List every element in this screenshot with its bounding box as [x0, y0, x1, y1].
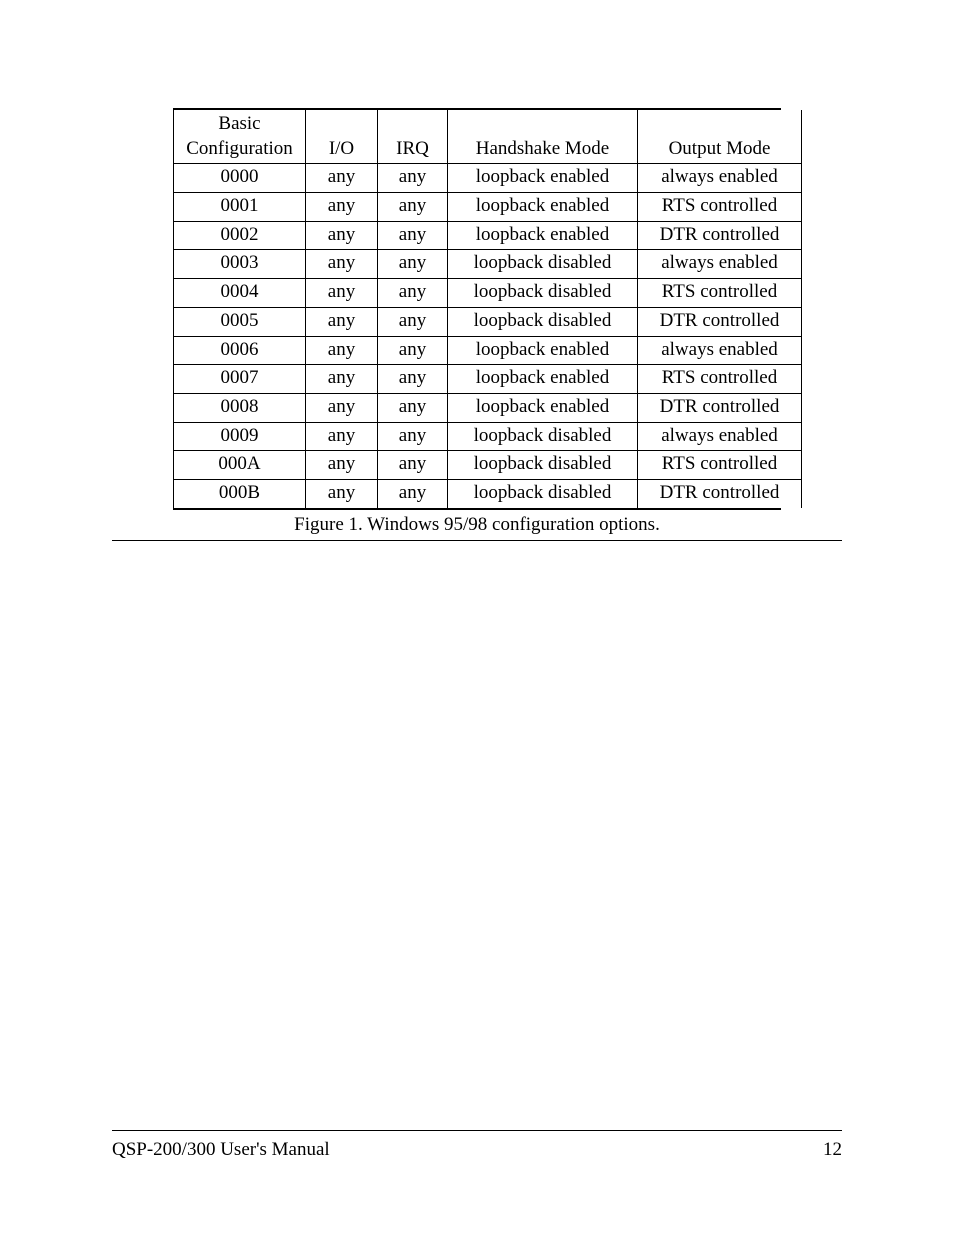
cell-basic-config: 000A — [174, 451, 306, 480]
table-header-row: Basic Configuration I/O IRQ Handshake Mo… — [174, 110, 802, 164]
cell-basic-config: 0007 — [174, 365, 306, 394]
cell-io: any — [306, 365, 378, 394]
page: Basic Configuration I/O IRQ Handshake Mo… — [0, 0, 954, 1235]
cell-irq: any — [378, 193, 448, 222]
cell-output: DTR controlled — [638, 479, 802, 507]
cell-handshake: loopback enabled — [448, 336, 638, 365]
cell-irq: any — [378, 479, 448, 507]
cell-output: always enabled — [638, 336, 802, 365]
cell-handshake: loopback disabled — [448, 451, 638, 480]
col-header-io: I/O — [306, 110, 378, 164]
cell-basic-config: 0005 — [174, 307, 306, 336]
cell-irq: any — [378, 393, 448, 422]
table-body: 0000 any any loopback enabled always ena… — [174, 164, 802, 508]
cell-basic-config: 0000 — [174, 164, 306, 193]
table-row: 0003 any any loopback disabled always en… — [174, 250, 802, 279]
cell-output: always enabled — [638, 422, 802, 451]
cell-io: any — [306, 393, 378, 422]
cell-output: DTR controlled — [638, 307, 802, 336]
cell-irq: any — [378, 250, 448, 279]
cell-handshake: loopback disabled — [448, 279, 638, 308]
cell-handshake: loopback disabled — [448, 307, 638, 336]
cell-handshake: loopback disabled — [448, 250, 638, 279]
col-header-basic-config-line2: Configuration — [186, 138, 293, 159]
cell-basic-config: 000B — [174, 479, 306, 507]
cell-basic-config: 0001 — [174, 193, 306, 222]
cell-output: always enabled — [638, 164, 802, 193]
cell-irq: any — [378, 422, 448, 451]
cell-io: any — [306, 451, 378, 480]
config-table: Basic Configuration I/O IRQ Handshake Mo… — [173, 110, 802, 508]
table-row: 000B any any loopback disabled DTR contr… — [174, 479, 802, 507]
col-header-basic-config-line1: Basic — [218, 113, 260, 134]
cell-basic-config: 0002 — [174, 221, 306, 250]
col-header-basic-config: Basic Configuration — [174, 110, 306, 164]
col-header-output: Output Mode — [638, 110, 802, 164]
table-row: 0004 any any loopback disabled RTS contr… — [174, 279, 802, 308]
cell-irq: any — [378, 451, 448, 480]
cell-basic-config: 0003 — [174, 250, 306, 279]
cell-irq: any — [378, 164, 448, 193]
cell-handshake: loopback enabled — [448, 164, 638, 193]
caption-block: Figure 1. Windows 95/98 configuration op… — [112, 510, 842, 541]
cell-io: any — [306, 279, 378, 308]
cell-io: any — [306, 479, 378, 507]
cell-handshake: loopback enabled — [448, 365, 638, 394]
cell-irq: any — [378, 221, 448, 250]
cell-output: always enabled — [638, 250, 802, 279]
cell-irq: any — [378, 279, 448, 308]
cell-basic-config: 0009 — [174, 422, 306, 451]
cell-handshake: loopback enabled — [448, 393, 638, 422]
cell-handshake: loopback enabled — [448, 221, 638, 250]
cell-output: RTS controlled — [638, 193, 802, 222]
table-row: 0009 any any loopback disabled always en… — [174, 422, 802, 451]
table-row: 0005 any any loopback disabled DTR contr… — [174, 307, 802, 336]
cell-basic-config: 0004 — [174, 279, 306, 308]
table-row: 0000 any any loopback enabled always ena… — [174, 164, 802, 193]
footer-left: QSP-200/300 User's Manual — [112, 1139, 330, 1161]
cell-io: any — [306, 221, 378, 250]
footer-rule — [112, 1130, 842, 1131]
cell-handshake: loopback disabled — [448, 422, 638, 451]
cell-io: any — [306, 336, 378, 365]
cell-irq: any — [378, 307, 448, 336]
table-row: 0001 any any loopback enabled RTS contro… — [174, 193, 802, 222]
figure-caption: Figure 1. Windows 95/98 configuration op… — [112, 510, 842, 540]
col-header-irq: IRQ — [378, 110, 448, 164]
cell-io: any — [306, 164, 378, 193]
cell-output: DTR controlled — [638, 221, 802, 250]
table-row: 0007 any any loopback enabled RTS contro… — [174, 365, 802, 394]
cell-output: RTS controlled — [638, 451, 802, 480]
cell-basic-config: 0006 — [174, 336, 306, 365]
cell-io: any — [306, 250, 378, 279]
cell-irq: any — [378, 365, 448, 394]
cell-io: any — [306, 307, 378, 336]
footer-page-number: 12 — [823, 1139, 842, 1161]
cell-handshake: loopback enabled — [448, 193, 638, 222]
cell-handshake: loopback disabled — [448, 479, 638, 507]
table-row: 0006 any any loopback enabled always ena… — [174, 336, 802, 365]
table-row: 000A any any loopback disabled RTS contr… — [174, 451, 802, 480]
cell-output: DTR controlled — [638, 393, 802, 422]
cell-io: any — [306, 422, 378, 451]
table-row: 0008 any any loopback enabled DTR contro… — [174, 393, 802, 422]
config-table-wrap: Basic Configuration I/O IRQ Handshake Mo… — [173, 108, 781, 510]
page-footer: QSP-200/300 User's Manual 12 — [112, 1139, 842, 1161]
cell-output: RTS controlled — [638, 279, 802, 308]
table-row: 0002 any any loopback enabled DTR contro… — [174, 221, 802, 250]
col-header-handshake: Handshake Mode — [448, 110, 638, 164]
cell-output: RTS controlled — [638, 365, 802, 394]
cell-basic-config: 0008 — [174, 393, 306, 422]
cell-io: any — [306, 193, 378, 222]
cell-irq: any — [378, 336, 448, 365]
